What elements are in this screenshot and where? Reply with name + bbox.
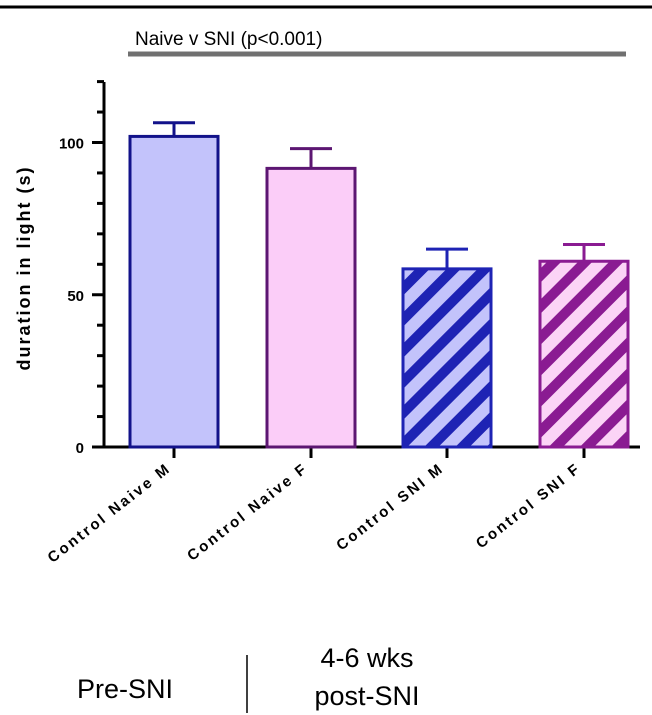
significance-label: Naive v SNI (p<0.001) xyxy=(135,29,322,50)
bar xyxy=(265,166,357,449)
y-tick-label: 0 xyxy=(76,440,84,457)
y-tick-label: 100 xyxy=(59,136,84,153)
y-axis: 0 50 100 xyxy=(59,80,106,457)
bars-group xyxy=(128,121,630,449)
bar xyxy=(128,134,220,449)
group-label-pre-sni: Pre-SNI xyxy=(77,674,173,704)
bar xyxy=(401,267,493,449)
bar xyxy=(538,259,630,449)
x-category-label: Control Naive F xyxy=(184,460,311,565)
x-category-label: Control SNI F xyxy=(473,460,585,552)
x-axis: Control Naive M Control Naive F Control SN… xyxy=(44,445,640,567)
y-axis-label: duration in light (s) xyxy=(14,166,34,371)
group-label-post-sni-line2: post-SNI xyxy=(314,681,419,711)
x-category-label: Control SNI M xyxy=(333,460,447,554)
group-label-post-sni-line1: 4-6 wks xyxy=(320,643,413,673)
x-category-label: Control Naive M xyxy=(44,460,174,567)
y-tick-label: 50 xyxy=(67,288,84,305)
